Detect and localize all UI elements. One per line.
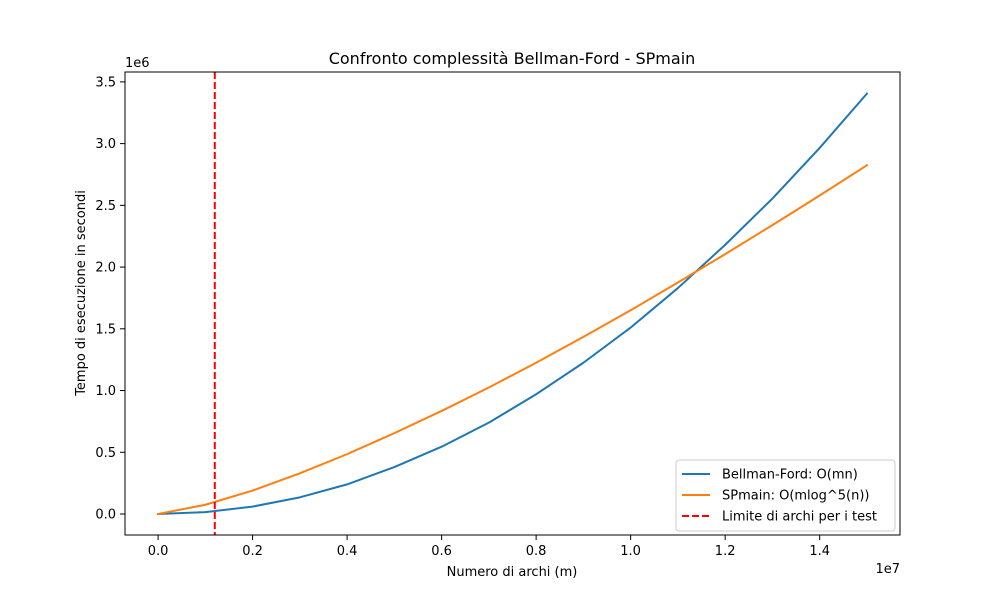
- chart-title: Confronto complessità Bellman-Ford - SPm…: [329, 49, 696, 68]
- x-tick-label: 0.2: [242, 544, 263, 559]
- series-line-1: [157, 92, 869, 516]
- y-tick-label: 1.0: [95, 384, 116, 399]
- legend-box: [675, 459, 896, 532]
- plot-area: 0.0 0.2 0.4 0.6 0.8 1.0 1.2 1.4 0.0 0.5 1.0 1.5 2.0 2…: [95, 71, 901, 559]
- y-tick-label: 2.5: [95, 199, 116, 214]
- x-axis-label: Numero di archi (m): [447, 565, 578, 580]
- x-tick-label: 0.6: [431, 544, 452, 559]
- legend-label-2: SPmain: O(mlog^5(n)): [722, 489, 870, 504]
- x-tick-label: 0.0: [148, 544, 169, 559]
- y-tick-label: 0.0: [95, 508, 116, 523]
- x-offset-label: 1e7: [875, 562, 900, 577]
- y-axis-label: Tempo di esecuzione in secondi: [74, 190, 89, 397]
- x-tick-label: 0.4: [337, 544, 358, 559]
- x-tick-label: 1.4: [809, 544, 830, 559]
- series-line-2: [156, 163, 869, 516]
- y-tick-label: 1.5: [95, 322, 116, 337]
- x-tick-label: 1.0: [620, 544, 641, 559]
- legend: Bellman-Ford: O(mn) SPmain: O(mlog^5(n)) L…: [675, 459, 896, 532]
- y-tick-label: 3.0: [95, 137, 116, 152]
- y-tick-label: 0.5: [95, 446, 116, 461]
- y-tick-label: 2.0: [95, 261, 116, 276]
- y-tick-label: 3.5: [95, 75, 116, 90]
- plot-frame: [124, 71, 901, 536]
- x-tick-label: 0.8: [526, 544, 547, 559]
- legend-label-1: Bellman-Ford: O(mn): [722, 468, 858, 483]
- legend-label-3: Limite di archi per i test: [722, 510, 877, 525]
- x-tick-label: 1.2: [715, 544, 736, 559]
- y-offset-label: 1e6: [125, 56, 150, 71]
